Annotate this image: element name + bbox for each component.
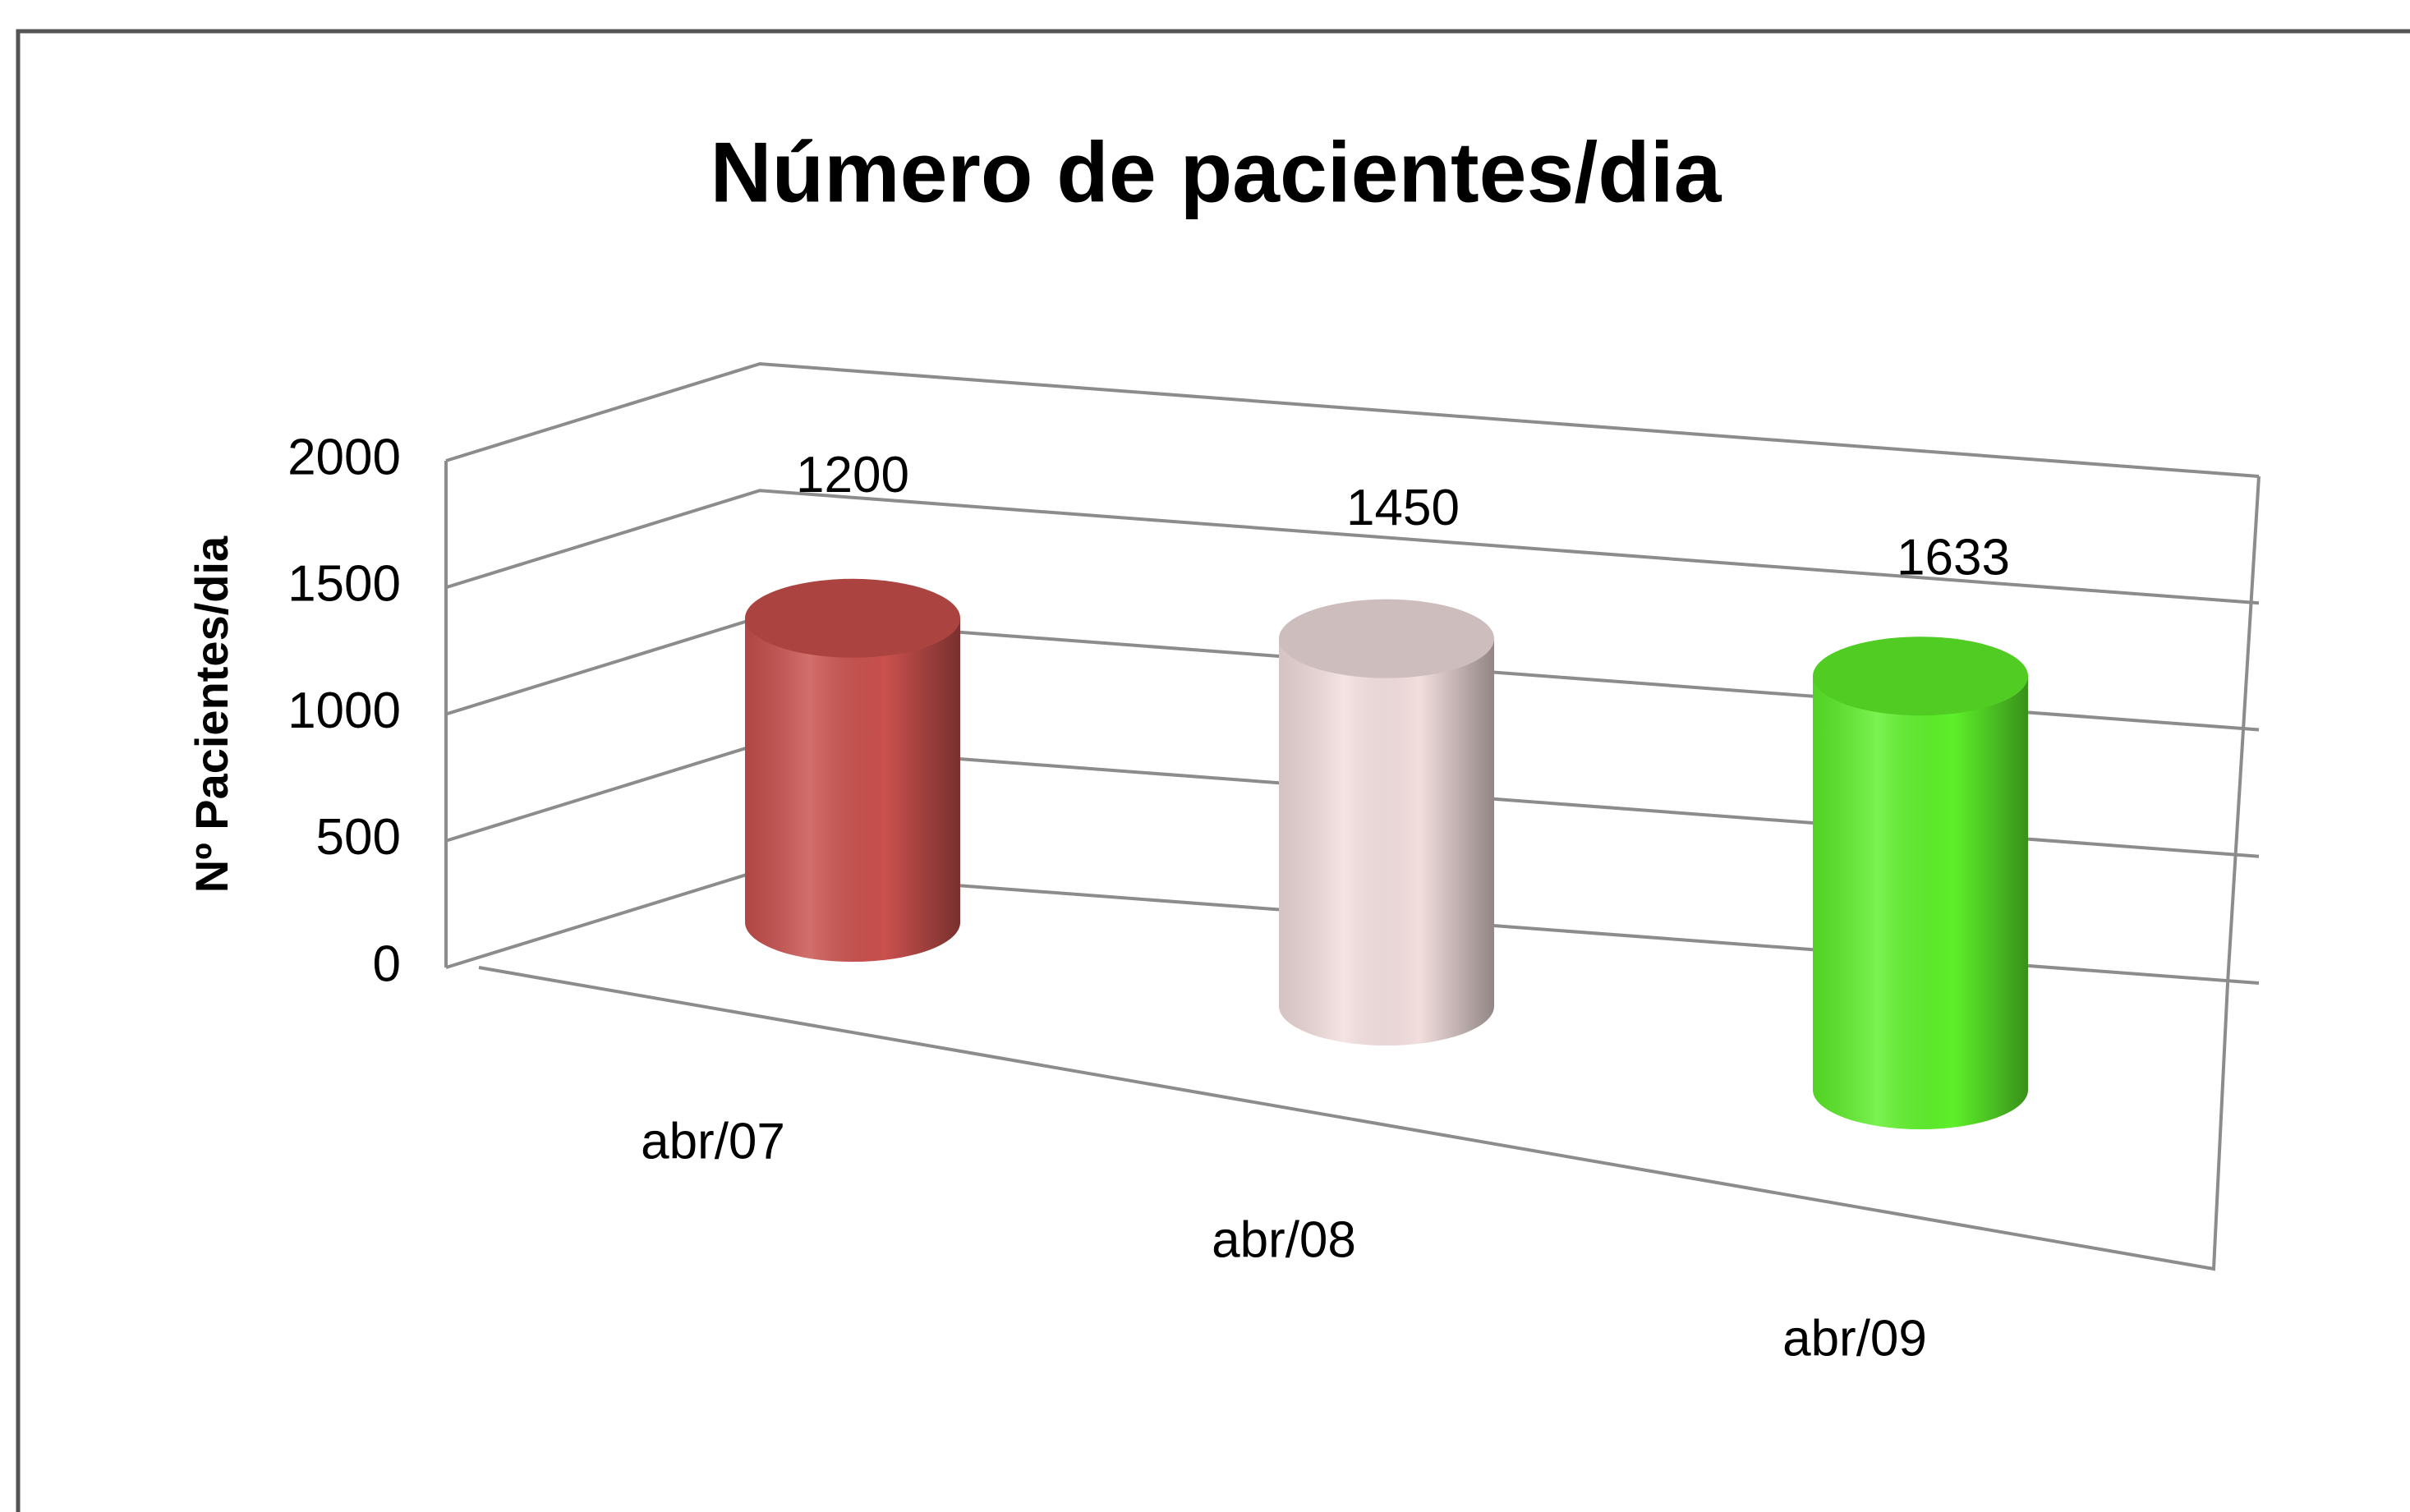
y-tick-label: 2000 xyxy=(287,429,401,485)
grid-line xyxy=(445,361,2260,478)
bar-shade xyxy=(1279,638,1494,1046)
bar-top xyxy=(1279,599,1494,678)
bar-shade xyxy=(745,618,960,962)
x-tick-label: abr/07 xyxy=(641,1113,785,1170)
y-axis-label: Nº Pacientes/dia xyxy=(186,535,237,893)
data-label: 1200 xyxy=(796,447,909,503)
frame xyxy=(16,29,2410,1512)
bar-top xyxy=(745,578,960,658)
bar-top-shade xyxy=(1813,637,2028,716)
y-tick-label: 1500 xyxy=(287,556,401,613)
y-tick-label: 0 xyxy=(373,935,401,992)
y-tick-label: 1000 xyxy=(287,682,401,739)
x-tick-label: abr/08 xyxy=(1212,1211,1356,1268)
bar-top-shade xyxy=(745,578,960,658)
bar-shade xyxy=(1813,676,2028,1129)
x-tick-label: abr/09 xyxy=(1782,1310,1927,1367)
grid-line xyxy=(445,489,2260,605)
floor-edge xyxy=(478,966,2229,1271)
right-wall-edge xyxy=(2226,476,2261,984)
y-tick-label: 500 xyxy=(316,809,401,866)
bar-top-shade xyxy=(1279,599,1494,678)
data-label: 1450 xyxy=(1346,480,1460,536)
chart-title: Número de pacientes/dia xyxy=(710,125,1722,220)
data-label: 1633 xyxy=(1897,530,2010,586)
bar-top xyxy=(1813,637,2028,716)
